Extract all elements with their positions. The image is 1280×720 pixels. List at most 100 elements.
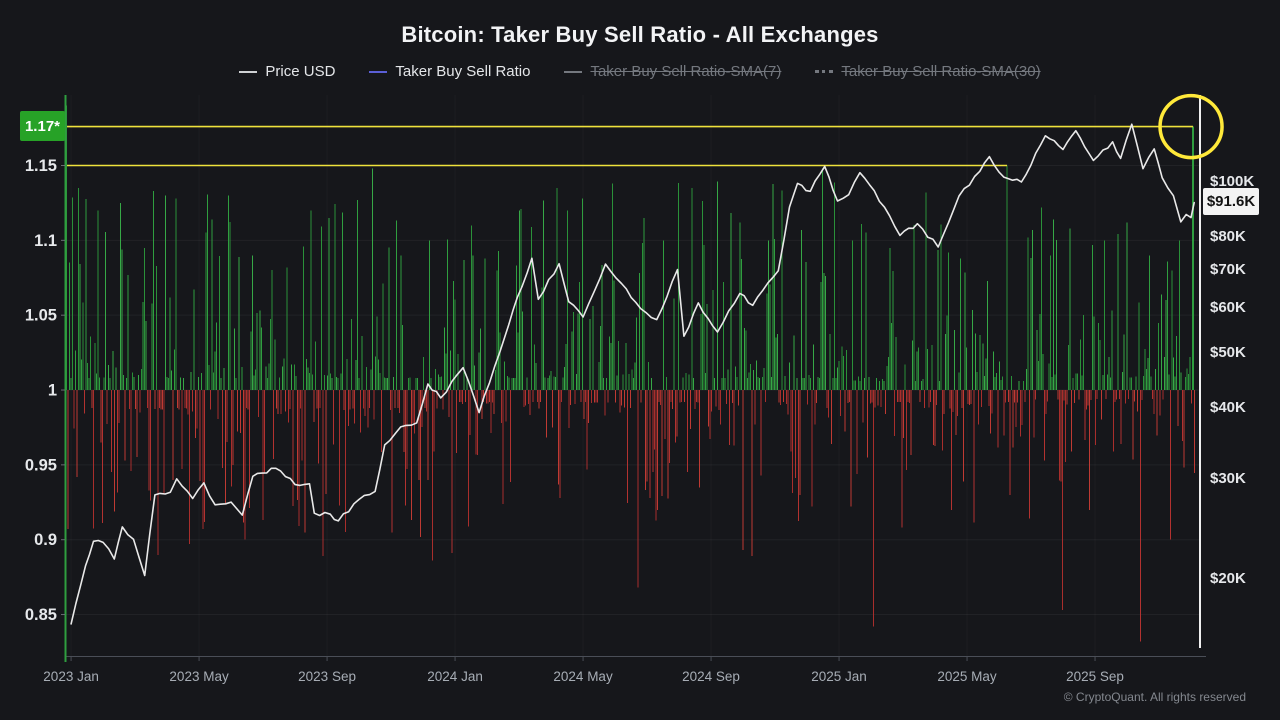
ratio-bar-up bbox=[261, 327, 262, 391]
ratio-bar-up bbox=[748, 372, 750, 391]
ratio-bar-up bbox=[822, 168, 823, 391]
ratio-bar-up bbox=[1002, 376, 1003, 391]
ratio-bar-up bbox=[417, 377, 418, 391]
ratio-bar-down bbox=[1090, 390, 1092, 401]
ratio-bar-down bbox=[322, 390, 324, 557]
ratio-bar-down bbox=[949, 390, 951, 409]
ratio-bar-down bbox=[1086, 390, 1087, 410]
ratio-bar-down bbox=[580, 390, 582, 402]
ratio-bar-up bbox=[115, 367, 117, 391]
ratio-bar-down bbox=[397, 390, 399, 408]
ratio-bar-up bbox=[144, 247, 145, 391]
ratio-bar-up bbox=[208, 365, 210, 391]
ratio-bar-up bbox=[663, 240, 664, 391]
ratio-bar-up bbox=[616, 375, 618, 391]
ratio-bar-up bbox=[688, 374, 690, 391]
ratio-bar-up bbox=[673, 298, 675, 391]
ratio-bar-down bbox=[795, 390, 796, 478]
ratio-bar-down bbox=[300, 390, 301, 409]
ratio-bar-up bbox=[916, 351, 918, 391]
ratio-bar-up bbox=[1138, 302, 1140, 391]
ratio-bar-up bbox=[336, 376, 337, 391]
ratio-bar-up bbox=[964, 272, 966, 391]
ratio-bars-series bbox=[66, 105, 1195, 642]
ratio-bar-up bbox=[759, 378, 760, 391]
ratio-bar-down bbox=[850, 390, 852, 507]
ratio-bar-down bbox=[505, 390, 507, 422]
ratio-bar-down bbox=[160, 390, 162, 410]
ratio-bar-up bbox=[853, 380, 855, 391]
sma30-dotted-line-icon bbox=[815, 70, 834, 73]
ratio-bar-down bbox=[73, 390, 75, 429]
ratio-bar-up bbox=[234, 328, 235, 391]
ratio-bar-up bbox=[1098, 322, 1099, 391]
ratio-bar-up bbox=[450, 350, 451, 391]
ratio-bar-down bbox=[237, 390, 238, 432]
ratio-bar-up bbox=[291, 364, 292, 391]
ratio-bar-up bbox=[600, 326, 601, 391]
ratio-bar-up bbox=[328, 217, 330, 391]
ratio-bar-down bbox=[732, 390, 733, 403]
ratio-bar-down bbox=[360, 390, 361, 433]
ratio-bar-up bbox=[745, 330, 747, 391]
ratio-bar-down bbox=[1159, 390, 1161, 416]
ratio-bar-down bbox=[1141, 390, 1143, 400]
ratio-bar-down bbox=[924, 390, 925, 408]
ratio-bar-up bbox=[358, 378, 360, 391]
ratio-bar-up bbox=[190, 371, 192, 391]
legend-item-taker-ratio-sma7[interactable]: Taker Buy Sell Ratio-SMA(7) bbox=[564, 63, 781, 80]
ratio-bar-up bbox=[307, 367, 309, 391]
ratio-bar-down bbox=[1116, 390, 1117, 400]
ratio-bar-down bbox=[828, 390, 829, 418]
ratio-bar-up bbox=[1129, 377, 1131, 391]
ratio-bar-up bbox=[70, 378, 72, 391]
ratio-bar-down bbox=[426, 390, 427, 412]
ratio-bar-up bbox=[228, 195, 229, 391]
x-tick-label: 2023 May bbox=[169, 669, 229, 684]
ratio-bar-up bbox=[703, 244, 705, 391]
ratio-bar-up bbox=[219, 255, 220, 391]
ratio-bar-down bbox=[991, 390, 993, 414]
ratio-bar-down bbox=[1153, 390, 1155, 414]
ratio-bar-down bbox=[525, 390, 526, 406]
ratio-bar-down bbox=[184, 390, 186, 409]
ratio-bar-up bbox=[201, 372, 202, 391]
ratio-bar-up bbox=[739, 222, 741, 391]
ratio-bar-down bbox=[1162, 390, 1164, 400]
ratio-bar-down bbox=[67, 390, 69, 529]
ratio-bar-down bbox=[381, 390, 382, 452]
ratio-bar-down bbox=[412, 390, 414, 424]
ratio-bar-down bbox=[316, 390, 318, 409]
ratio-bar-up bbox=[589, 318, 591, 391]
ratio-bar-up bbox=[268, 363, 270, 391]
ratio-bar-up bbox=[312, 374, 313, 391]
ratio-bar-down bbox=[487, 390, 489, 404]
ratio-bar-up bbox=[1068, 345, 1069, 391]
ratio-bar-down bbox=[552, 390, 553, 428]
ratio-bar-down bbox=[720, 390, 721, 425]
ratio-bar-down bbox=[406, 390, 408, 469]
ratio-bar-up bbox=[342, 212, 343, 391]
ratio-bar-up bbox=[370, 369, 372, 391]
ratio-bar-up bbox=[78, 187, 79, 391]
ratio-bar-up bbox=[939, 380, 940, 391]
ratio-bar-down bbox=[477, 390, 478, 456]
ratio-bar-up bbox=[1081, 375, 1083, 391]
ratio-bar-up bbox=[1030, 258, 1032, 391]
legend-label: Taker Buy Sell Ratio bbox=[395, 63, 531, 80]
ratio-bar-up bbox=[214, 351, 216, 391]
ratio-bar-up bbox=[982, 343, 984, 391]
ratio-bar-up bbox=[378, 359, 379, 391]
legend-item-taker-ratio-sma30[interactable]: Taker Buy Sell Ratio-SMA(30) bbox=[815, 63, 1041, 80]
ratio-bar-down bbox=[658, 390, 660, 403]
ratio-bar-up bbox=[454, 299, 456, 391]
ratio-bar-up bbox=[1080, 339, 1081, 391]
ratio-bar-up bbox=[912, 340, 913, 391]
ratio-bar-down bbox=[780, 390, 781, 406]
legend-item-price-usd[interactable]: Price USD bbox=[239, 63, 335, 80]
legend-item-taker-buy-sell-ratio[interactable]: Taker Buy Sell Ratio bbox=[369, 63, 530, 80]
ratio-bar-down bbox=[189, 390, 190, 545]
ratio-bar-down bbox=[468, 390, 469, 527]
ratio-bar-down bbox=[604, 390, 606, 416]
ratio-bar-up bbox=[1180, 372, 1182, 391]
